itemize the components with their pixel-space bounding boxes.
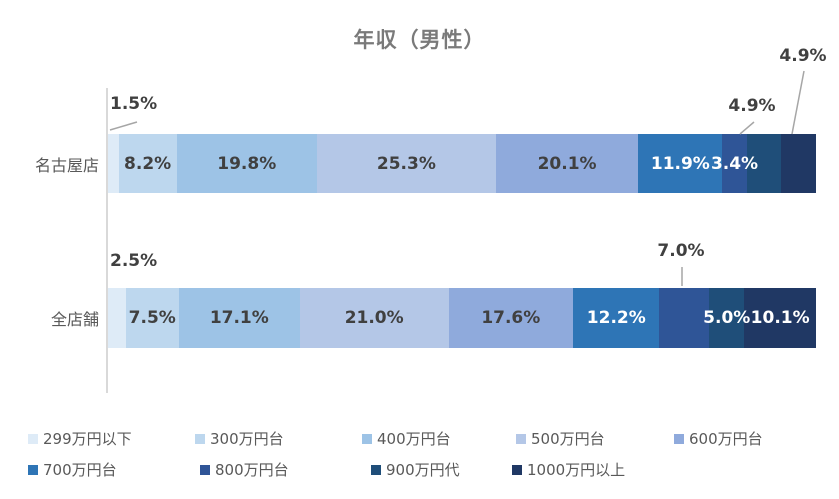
- legend-item: 600万円台: [674, 428, 763, 449]
- legend-swatch-icon: [371, 464, 381, 475]
- bar-segment: 11.9%: [638, 134, 723, 193]
- leader-line: [109, 121, 138, 131]
- bar-segment: 17.1%: [178, 288, 300, 348]
- legend-label: 300万円台: [210, 430, 284, 448]
- data-label: 3.4%: [710, 153, 759, 174]
- legend-label: 400万円台: [377, 430, 451, 448]
- bar-segment: 8.2%: [118, 134, 177, 193]
- legend-item: 800万円台: [200, 459, 289, 480]
- bar-segment: 25.3%: [316, 134, 496, 193]
- bar-segment: 20.1%: [495, 134, 639, 193]
- legend-item: 300万円台: [195, 428, 284, 449]
- data-label: 17.6%: [481, 308, 541, 328]
- bar-segment: 19.8%: [176, 134, 317, 193]
- legend-item: 400万円台: [362, 428, 451, 449]
- legend-label: 500万円台: [531, 430, 605, 448]
- legend-label: 600万円台: [689, 430, 763, 448]
- legend-swatch-icon: [195, 433, 205, 444]
- legend-swatch-icon: [28, 464, 38, 475]
- callout-label: 7.0%: [657, 241, 705, 261]
- legend-item: 1000万円以上: [512, 459, 625, 480]
- callout-label: 2.5%: [110, 251, 158, 271]
- bar-segment: 10.1%: [744, 288, 816, 348]
- legend-label: 700万円台: [43, 461, 117, 479]
- bar-row: 8.2% 19.8% 25.3% 20.1% 11.9% 3.4%: [108, 134, 816, 193]
- data-label: 25.3%: [376, 153, 436, 174]
- bar-segment: 12.2%: [573, 288, 660, 348]
- legend-label: 900万円代: [386, 461, 460, 479]
- bar-row: 7.5% 17.1% 21.0% 17.6% 12.2% 5.0% 10.1%: [108, 288, 816, 348]
- category-label: 全店舗: [50, 310, 99, 329]
- legend-item: 500万円台: [516, 428, 605, 449]
- legend-swatch-icon: [516, 433, 526, 444]
- data-label: 11.9%: [650, 153, 710, 174]
- legend-item: 900万円代: [371, 459, 460, 480]
- data-label: 12.2%: [586, 308, 646, 328]
- chart-title: 年収（男性）: [353, 28, 486, 52]
- callout-label: 1.5%: [110, 94, 158, 114]
- bar-segment: 21.0%: [299, 288, 449, 348]
- legend-item: 700万円台: [28, 459, 117, 480]
- bar-segment: 7.5%: [125, 288, 179, 348]
- data-label: 19.8%: [217, 153, 277, 174]
- category-label: 名古屋店: [34, 155, 99, 175]
- y-axis-line: [106, 88, 108, 393]
- legend-label: 299万円以下: [43, 430, 132, 448]
- data-label: 8.2%: [124, 153, 172, 174]
- bar-segment: [659, 288, 710, 348]
- bar-segment: [781, 134, 816, 193]
- legend-swatch-icon: [362, 433, 372, 444]
- bar-segment: 17.6%: [448, 288, 574, 348]
- legend-swatch-icon: [28, 433, 38, 444]
- data-label: 10.1%: [750, 308, 810, 328]
- legend-swatch-icon: [674, 433, 684, 444]
- bar-segment: 5.0%: [703, 288, 750, 348]
- legend-swatch-icon: [200, 464, 210, 475]
- data-label: 21.0%: [344, 308, 404, 328]
- leader-line: [791, 70, 805, 135]
- callout-label: 4.9%: [779, 46, 827, 66]
- data-label: 20.1%: [537, 153, 597, 174]
- callout-label: 4.9%: [728, 96, 776, 116]
- legend-swatch-icon: [512, 464, 522, 475]
- bar-segment: [746, 134, 782, 193]
- bar-segment: 3.4%: [711, 134, 758, 193]
- data-label: 7.5%: [128, 308, 176, 328]
- bar-segment: [108, 134, 119, 193]
- leader-line: [739, 121, 755, 135]
- legend-label: 800万円台: [215, 461, 289, 479]
- data-label: 17.1%: [209, 308, 269, 328]
- data-label: 5.0%: [703, 308, 751, 328]
- bar-segment: [108, 288, 126, 348]
- legend-item: 299万円以下: [28, 428, 132, 449]
- legend-label: 1000万円以上: [527, 461, 626, 479]
